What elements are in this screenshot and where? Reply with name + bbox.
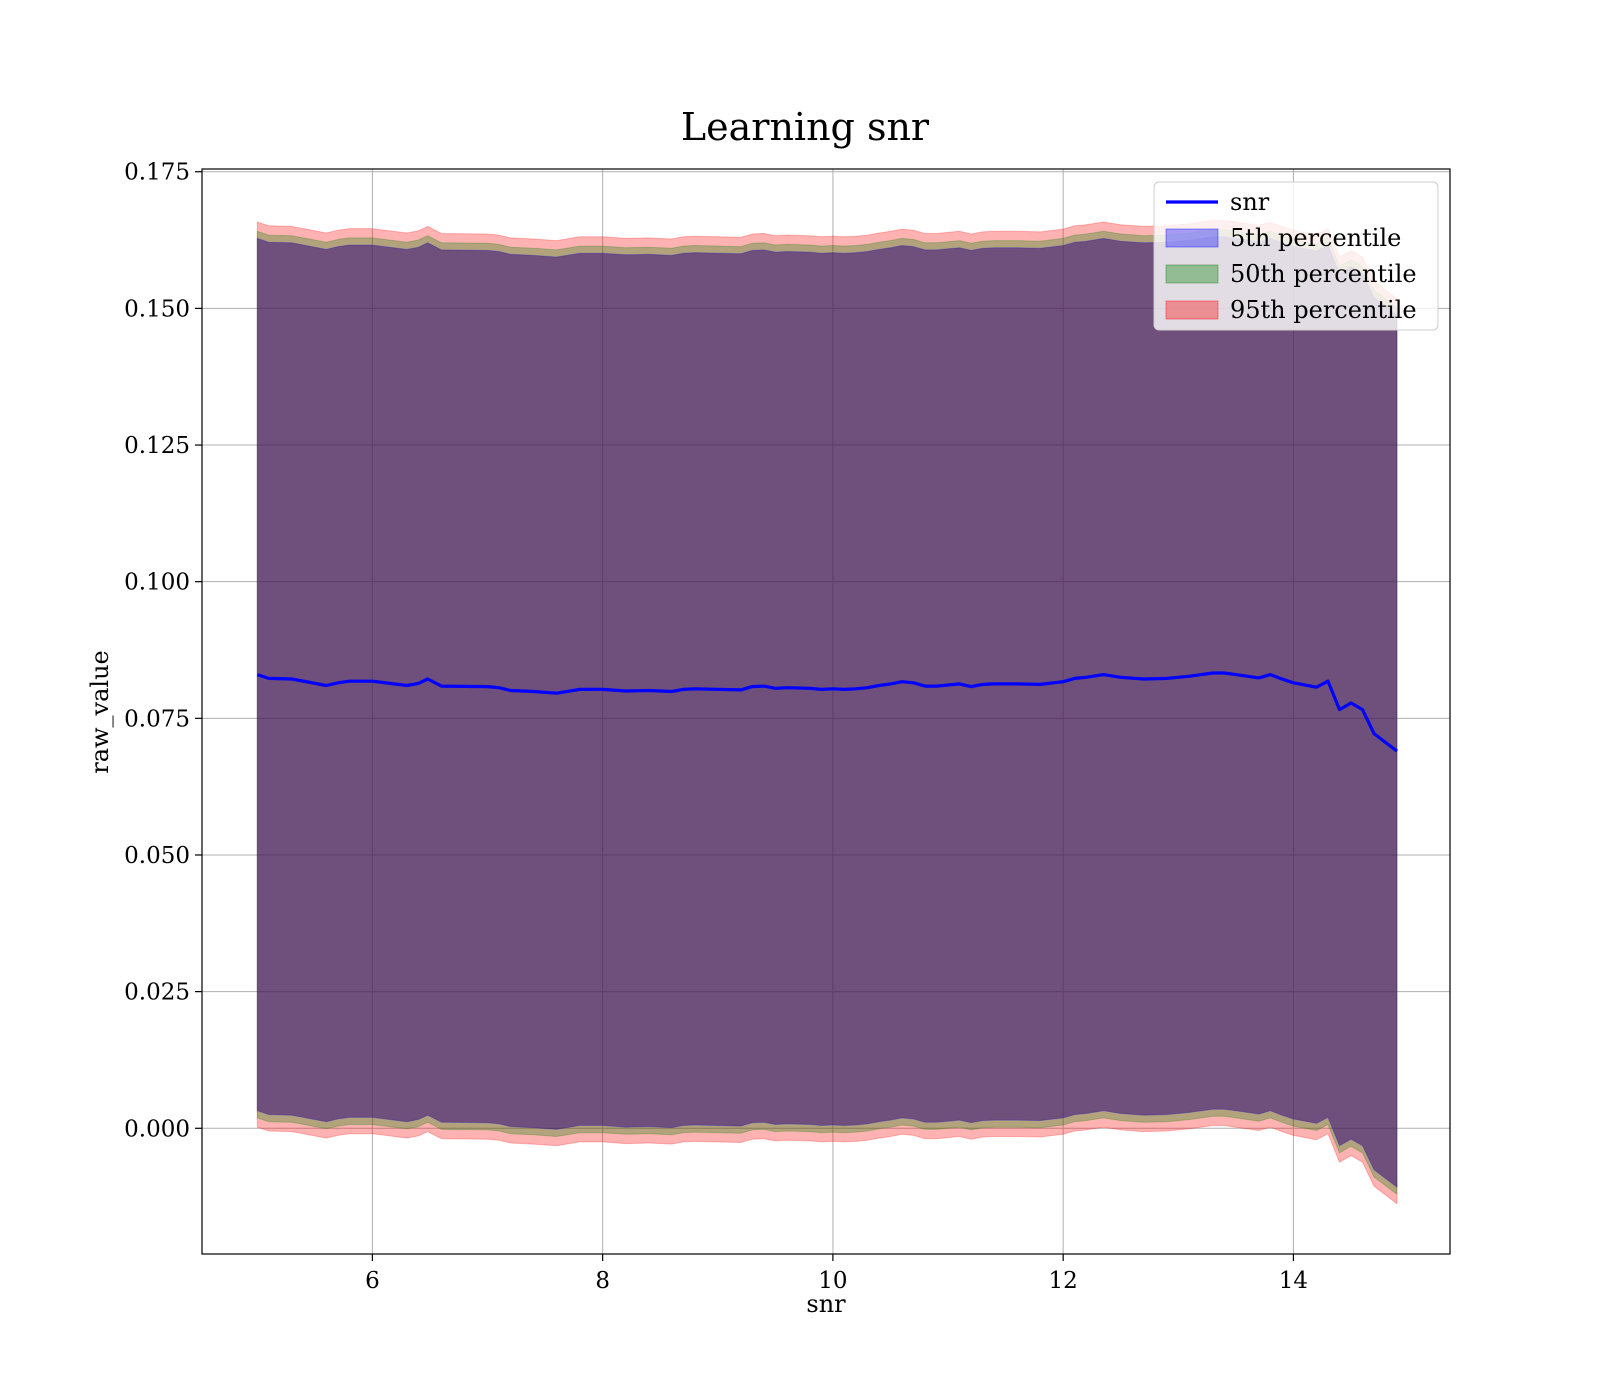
percentile-bands bbox=[256, 219, 1398, 1205]
plot-frame bbox=[201, 168, 1451, 1255]
y-tick-label-2: 0.050 bbox=[124, 843, 190, 869]
y-tick-label-7: 0.175 bbox=[124, 160, 190, 186]
series-lines bbox=[256, 671, 1398, 753]
legend-label-2: 50th percentile bbox=[1230, 260, 1417, 288]
y-tick-label-1: 0.025 bbox=[124, 980, 190, 1006]
chart-title: Learning snr bbox=[681, 105, 930, 149]
legend-label-3: 95th percentile bbox=[1230, 296, 1417, 324]
x-tick-label-3: 12 bbox=[1049, 1268, 1078, 1294]
legend-box bbox=[1153, 181, 1439, 331]
band-50th-percentile bbox=[256, 229, 1398, 1196]
x-axis-ticks: 6 8 10 12 14 bbox=[365, 1254, 1308, 1294]
x-tick-label-0: 6 bbox=[365, 1268, 380, 1294]
legend: snr 5th percentile 50th percentile 95th per… bbox=[1153, 181, 1439, 331]
x-tick-label-1: 8 bbox=[595, 1268, 610, 1294]
y-axis-label: raw_value bbox=[86, 650, 114, 774]
band-95th-percentile bbox=[256, 219, 1398, 1205]
legend-label-0: snr bbox=[1230, 188, 1270, 216]
series-line-snr bbox=[256, 671, 1398, 753]
x-tick-label-4: 14 bbox=[1279, 1268, 1308, 1294]
band-core-overlay bbox=[257, 236, 1397, 1188]
y-tick-label-6: 0.150 bbox=[124, 296, 190, 322]
y-tick-label-5: 0.125 bbox=[124, 433, 190, 459]
y-tick-label-4: 0.100 bbox=[124, 570, 190, 596]
grid-lines bbox=[202, 169, 1450, 1254]
legend-swatch-3 bbox=[1165, 300, 1219, 320]
y-axis-ticks: 0.000 0.025 0.050 0.075 0.100 0.125 0.150 0.175 bbox=[124, 160, 202, 1142]
band-5th-percentile bbox=[256, 236, 1398, 1189]
legend-swatch-1 bbox=[1165, 228, 1219, 248]
legend-swatch-2 bbox=[1165, 264, 1219, 284]
y-tick-label-3: 0.075 bbox=[124, 706, 190, 732]
x-axis-label: snr bbox=[806, 1290, 846, 1318]
legend-label-1: 5th percentile bbox=[1230, 224, 1401, 252]
y-tick-label-0: 0.000 bbox=[124, 1116, 190, 1142]
x-tick-label-2: 10 bbox=[818, 1268, 847, 1294]
